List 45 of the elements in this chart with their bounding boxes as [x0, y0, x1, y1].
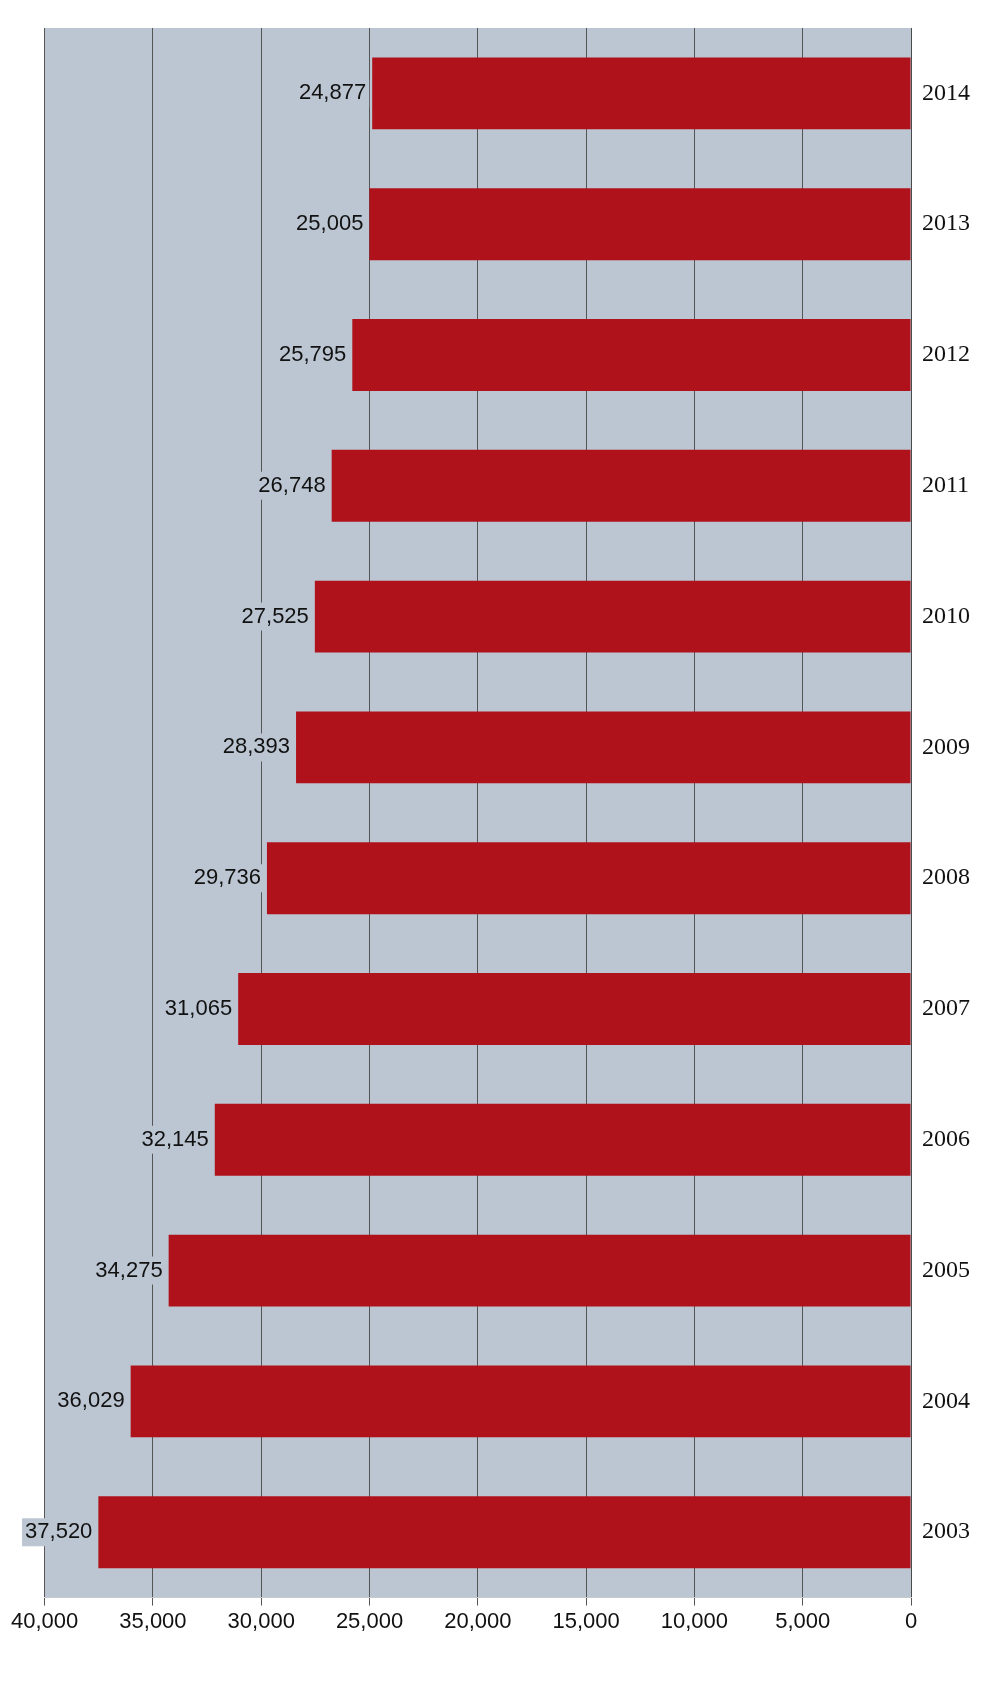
data-label: 36,029	[57, 1387, 125, 1413]
x-tick-label: 10,000	[660, 1607, 729, 1633]
data-label: 29,736	[193, 864, 261, 890]
y-tick-label: 2010	[922, 601, 970, 628]
x-tick-label: 20,000	[444, 1607, 512, 1633]
bar	[372, 57, 911, 130]
y-tick-label: 2006	[922, 1125, 970, 1152]
bar	[296, 711, 911, 784]
y-tick-label: 2011	[922, 471, 970, 498]
bar	[266, 842, 911, 915]
bar	[369, 188, 911, 261]
y-tick-label: 2005	[922, 1255, 970, 1282]
bar	[130, 1365, 911, 1438]
x-tick-label: 35,000	[119, 1607, 187, 1633]
data-label: 26,748	[258, 471, 326, 497]
data-label: 37,520	[25, 1518, 93, 1544]
x-tick-label: 25,000	[335, 1607, 404, 1633]
bar	[331, 449, 911, 522]
y-tick-label: 2013	[922, 209, 970, 236]
y-tick-label: 2014	[922, 78, 970, 105]
data-label: 34,275	[95, 1256, 163, 1282]
y-tick-label: 2004	[922, 1386, 970, 1413]
data-label: 25,005	[296, 210, 364, 236]
bar	[98, 1496, 911, 1569]
bar	[352, 319, 911, 391]
y-tick-label: 2012	[922, 340, 970, 367]
data-label: 25,795	[279, 341, 347, 367]
x-tick-label: 40,000	[11, 1607, 79, 1633]
data-label: 28,393	[222, 733, 291, 759]
x-tick-label: 5,000	[775, 1607, 831, 1633]
bar	[314, 580, 911, 653]
bar	[168, 1234, 911, 1307]
y-tick-label: 2009	[922, 732, 970, 759]
data-label: 24,877	[298, 79, 367, 105]
data-label: 27,525	[241, 602, 309, 628]
x-tick-label: 15,000	[552, 1607, 620, 1633]
data-label: 32,145	[141, 1125, 209, 1151]
bar	[214, 1103, 911, 1176]
y-tick-label: 2003	[922, 1517, 970, 1544]
y-tick-label: 2008	[922, 863, 970, 890]
x-tick-label: 0	[904, 1607, 918, 1633]
x-tick-label: 30,000	[227, 1607, 295, 1633]
bar	[238, 973, 911, 1045]
y-tick-label: 2007	[922, 994, 970, 1021]
data-label: 31,065	[164, 995, 233, 1021]
